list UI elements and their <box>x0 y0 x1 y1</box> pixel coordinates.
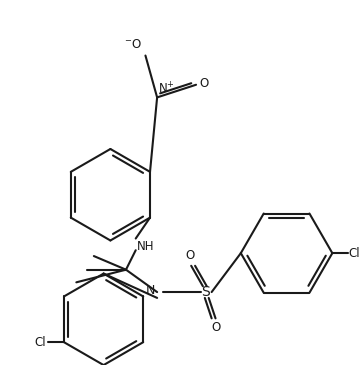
Text: O: O <box>186 249 195 262</box>
Text: O: O <box>199 77 208 90</box>
Text: $^{-}$O: $^{-}$O <box>123 38 142 51</box>
Text: NH: NH <box>137 239 154 252</box>
Text: Cl: Cl <box>349 247 361 260</box>
Text: N: N <box>146 284 155 297</box>
Text: O: O <box>212 321 221 334</box>
Text: S: S <box>201 285 210 299</box>
Text: Cl: Cl <box>35 336 46 349</box>
Text: N$^{+}$: N$^{+}$ <box>158 81 175 97</box>
